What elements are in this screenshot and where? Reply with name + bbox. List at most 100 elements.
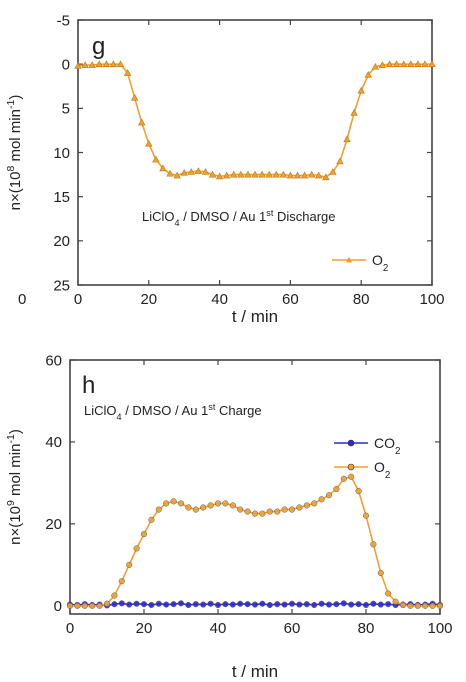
y-tick-label: -5 (57, 12, 70, 29)
data-point (123, 69, 132, 76)
data-point (364, 70, 372, 78)
data-point (311, 500, 318, 507)
data-point (311, 601, 318, 609)
legend-marker (347, 463, 355, 471)
data-point (163, 500, 170, 507)
data-point (222, 500, 229, 507)
series-o2: O2 (74, 60, 436, 274)
y-tick-label: 5 (62, 101, 70, 118)
data-point (88, 61, 96, 68)
data-point (180, 168, 188, 176)
data-point (155, 506, 162, 513)
chart-panel-g: 0 20 40 60 80 100 -5 0 5 10 15 20 25 t / min n×(108 mo… (5, 12, 445, 326)
x-tick-label: 0 (66, 620, 74, 637)
data-point (173, 171, 181, 179)
stray-tick-label: 0 (18, 291, 26, 308)
data-point (229, 502, 236, 509)
data-point (207, 600, 214, 607)
data-point (244, 508, 251, 515)
data-point (96, 602, 103, 609)
data-point (377, 601, 384, 608)
legend-marker (345, 256, 353, 263)
data-point (148, 516, 155, 523)
data-point (244, 170, 252, 178)
y-tick-label: 25 (53, 277, 70, 294)
x-tick-label: 60 (282, 291, 299, 308)
y-tick-label: 0 (54, 598, 62, 615)
data-point (281, 601, 288, 608)
data-point (258, 170, 266, 178)
y-tick-label: 20 (45, 516, 62, 533)
data-point (348, 601, 355, 608)
data-point (208, 170, 217, 178)
data-point (187, 168, 195, 175)
data-point (385, 590, 392, 597)
data-point (266, 601, 273, 609)
data-point (421, 60, 429, 68)
data-point (237, 170, 245, 178)
data-point (392, 598, 399, 605)
plot-frame (69, 359, 441, 615)
data-point (102, 60, 111, 68)
data-point (81, 602, 88, 609)
data-point (333, 485, 340, 493)
plot-frame (77, 19, 433, 286)
data-point (159, 164, 167, 172)
data-point (140, 531, 148, 538)
data-point (133, 600, 140, 607)
data-point (177, 500, 185, 507)
y-tick-label: 15 (53, 189, 70, 206)
x-tick-label: 40 (211, 291, 228, 308)
x-tick-label: 80 (353, 291, 370, 308)
data-point (140, 601, 148, 608)
data-point (357, 86, 365, 94)
data-point (279, 170, 288, 178)
x-tick-label: 20 (136, 620, 153, 637)
data-point (288, 600, 296, 607)
data-point (266, 508, 273, 515)
data-point (145, 139, 153, 147)
data-point (237, 506, 244, 513)
data-point (362, 512, 370, 519)
data-point (343, 135, 351, 143)
data-point (296, 601, 303, 608)
data-point (118, 578, 125, 585)
y-axis-label: n×(108 mol min-1) (5, 95, 24, 211)
data-point (318, 600, 325, 607)
data-point (259, 510, 266, 517)
data-point (192, 601, 199, 608)
data-point (293, 171, 302, 179)
x-tick-label: 80 (358, 620, 375, 637)
data-point (428, 60, 436, 68)
series-o2: O2 (66, 459, 444, 609)
legend-marker (347, 439, 355, 447)
data-point (192, 506, 199, 513)
data-point (222, 601, 229, 608)
data-point (111, 592, 118, 599)
data-point (392, 60, 401, 68)
data-point (118, 600, 125, 607)
data-point (126, 561, 133, 568)
data-point (229, 601, 236, 608)
data-point (170, 601, 177, 608)
data-point (214, 601, 222, 609)
y-tick-label: 0 (62, 56, 70, 73)
data-point (200, 504, 207, 511)
data-point (307, 170, 316, 178)
data-point (274, 601, 281, 608)
x-axis-label: t / min (232, 307, 278, 326)
panel-label: g (92, 33, 105, 60)
data-point (362, 601, 370, 609)
data-point (222, 171, 231, 179)
data-point (215, 172, 224, 180)
data-point (214, 500, 222, 507)
data-point (399, 601, 407, 609)
data-point (355, 488, 362, 495)
data-point (399, 60, 408, 68)
data-point (74, 62, 82, 69)
legend-label: CO2 (374, 435, 400, 457)
data-point (407, 602, 414, 609)
data-point (329, 168, 337, 175)
data-point (340, 475, 347, 482)
panel-label: h (82, 372, 95, 399)
